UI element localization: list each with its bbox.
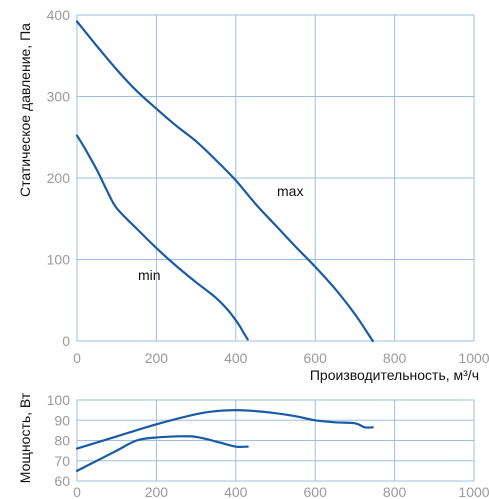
power-x-ticks: 0 200 400 600 800 1000	[73, 484, 489, 499]
pressure-y-tick-label: 0	[62, 333, 70, 349]
power-y-tick-label: 80	[54, 433, 70, 449]
power-y-tick-label: 100	[47, 392, 71, 408]
power-curve-series-0	[75, 409, 374, 450]
pressure-x-ticks: 0 200 400 600 800 1000	[73, 350, 489, 366]
pressure-x-axis-label: Производительность, м³/ч	[310, 367, 479, 383]
pressure-curve-min	[75, 134, 249, 341]
power-y-tick-label: 70	[54, 453, 70, 469]
power-x-tick-label: 800	[383, 484, 407, 499]
pressure-x-tick-label: 1000	[458, 350, 489, 366]
power-x-tick-label: 600	[304, 484, 328, 499]
pressure-chart: 0 200 400 600 800 1000 0 100 200 300 400 Статичес…	[17, 7, 489, 383]
pressure-y-tick-label: 300	[47, 89, 71, 105]
power-y-tick-label: 90	[54, 412, 70, 428]
power-curve-series-1	[75, 435, 249, 472]
pressure-y-tick-label: 400	[47, 7, 71, 23]
power-y-tick-label: 60	[54, 473, 70, 489]
pressure-x-tick-label: 400	[224, 350, 248, 366]
pressure-y-ticks: 0 100 200 300 400	[47, 7, 71, 349]
pressure-plot-frame	[76, 14, 475, 342]
power-x-tick-label: 400	[224, 484, 248, 499]
power-y-axis-label: Мощность, Вт	[17, 392, 33, 483]
series-label-max: max	[277, 183, 303, 199]
power-chart: 0 200 400 600 800 1000 60 70 80 90 100 Мощность, …	[17, 392, 489, 499]
pressure-x-tick-label: 800	[383, 350, 407, 366]
pressure-y-tick-label: 200	[47, 170, 71, 186]
series-label-min: min	[138, 267, 161, 283]
pressure-y-tick-label: 100	[47, 252, 71, 268]
pressure-x-tick-label: 0	[73, 350, 81, 366]
power-x-tick-label: 0	[73, 484, 81, 499]
pressure-x-tick-label: 600	[304, 350, 328, 366]
power-x-tick-label: 200	[145, 484, 169, 499]
power-curves	[75, 409, 374, 472]
pressure-grid	[76, 14, 475, 342]
pressure-x-tick-label: 200	[145, 350, 169, 366]
power-plot-frame	[76, 399, 475, 482]
pressure-curves	[75, 20, 374, 343]
power-y-ticks: 60 70 80 90 100	[47, 392, 71, 489]
power-x-tick-label: 1000	[458, 484, 489, 499]
pressure-curve-max	[75, 20, 374, 343]
pressure-y-axis-label: Статическое давление, Па	[17, 23, 33, 197]
